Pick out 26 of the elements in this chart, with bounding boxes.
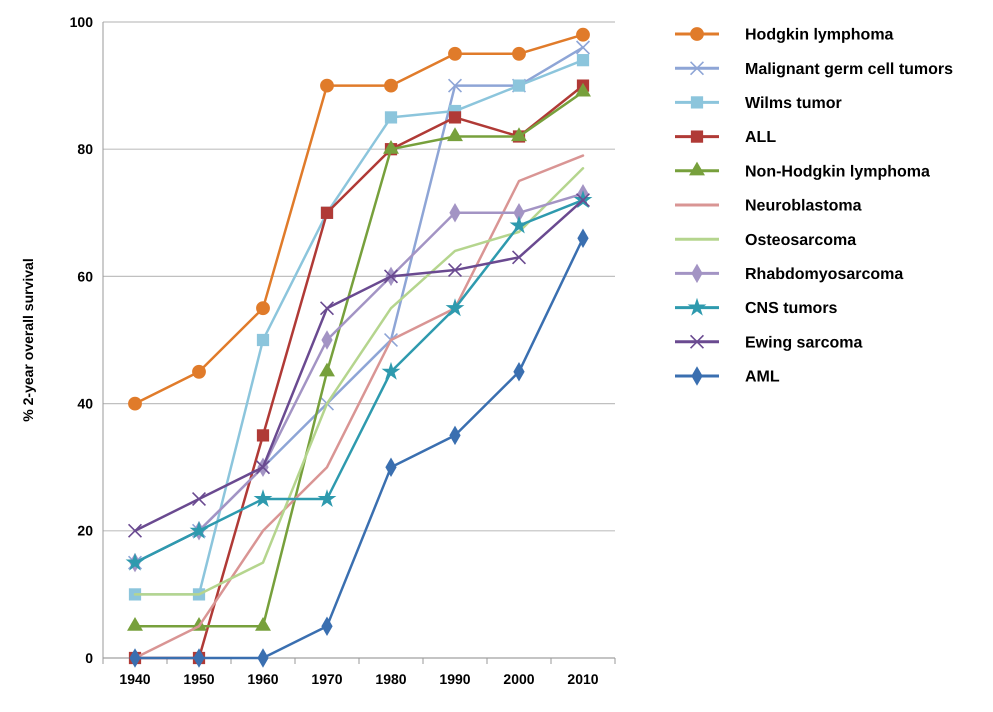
legend-label: Ewing sarcoma (745, 334, 862, 352)
y-tick-label: 0 (85, 650, 94, 666)
x-tick-label: 1960 (247, 671, 279, 687)
x-tick-label: 2000 (503, 671, 535, 687)
y-tick-label: 60 (77, 268, 94, 284)
y-tick-label: 100 (70, 14, 94, 30)
legend-label: Hodgkin lymphoma (745, 26, 894, 44)
legend-label: Neuroblastoma (745, 198, 862, 215)
x-tick-label: 1980 (375, 671, 407, 687)
legend-label: Malignant germ cell tumors (745, 60, 954, 78)
legend-label: Osteosarcoma (745, 232, 856, 249)
legend-label: CNS tumors (745, 300, 838, 318)
legend-label: Wilms tumor (745, 95, 842, 112)
x-tick-label: 1950 (183, 671, 215, 687)
legend-label: ALL (745, 129, 776, 146)
y-tick-label: 80 (77, 141, 94, 158)
legend-label: Rhabdomyosarcoma (745, 266, 904, 283)
legend-label: AML (745, 368, 780, 386)
y-tick-label: 20 (77, 522, 94, 539)
y-axis-title: % 2-year overall survival (20, 258, 36, 422)
x-tick-label: 1940 (119, 671, 151, 687)
legend-label: Non-Hodgkin lymphoma (745, 163, 930, 180)
x-tick-label: 1970 (311, 671, 343, 687)
y-tick-label: 40 (77, 396, 94, 412)
x-tick-label: 2010 (567, 671, 599, 687)
x-tick-label: 1990 (439, 671, 471, 687)
